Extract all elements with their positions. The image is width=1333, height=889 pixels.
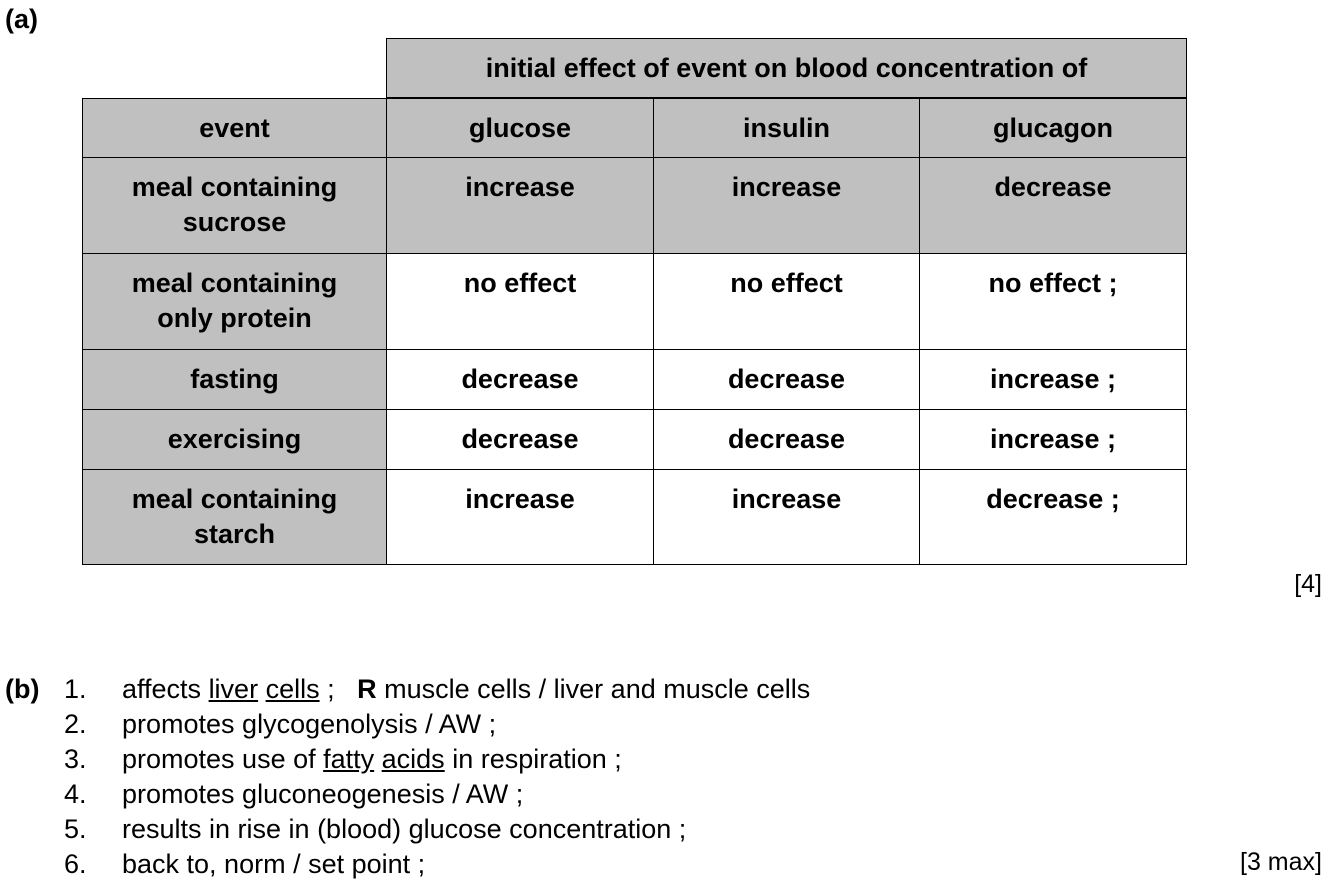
column-header-glucagon: glucagon bbox=[919, 98, 1187, 158]
part-b-marks: [3 max] bbox=[1240, 848, 1322, 876]
answer-number: 2. bbox=[64, 709, 87, 739]
table-cell-insulin: increase bbox=[653, 157, 920, 254]
column-header-insulin: insulin bbox=[653, 98, 920, 158]
table-cell-insulin: decrease bbox=[653, 349, 920, 410]
answer-number: 6. bbox=[64, 849, 87, 879]
table-cell-glucagon: increase ; bbox=[919, 349, 1187, 410]
table-cell-glucagon: no effect ; bbox=[919, 253, 1187, 350]
table-row-event: meal containing only protein bbox=[82, 253, 387, 350]
answer-text: back to, norm / set point ; bbox=[122, 849, 426, 879]
table-cell-glucagon: decrease ; bbox=[919, 469, 1187, 565]
answer-number: 3. bbox=[64, 744, 87, 774]
answer-number: 4. bbox=[64, 779, 87, 809]
table-cell-glucose: no effect bbox=[386, 253, 654, 350]
answer-number: 5. bbox=[64, 814, 87, 844]
event-line: meal containing bbox=[131, 172, 338, 202]
column-header-glucose: glucose bbox=[386, 98, 654, 158]
table-row-event: meal containing sucrose bbox=[82, 157, 387, 254]
table-cell-insulin: increase bbox=[653, 469, 920, 565]
table-group-header: initial effect of event on blood concent… bbox=[386, 38, 1187, 98]
table-row-event: fasting bbox=[82, 349, 387, 410]
table-cell-insulin: decrease bbox=[653, 409, 920, 470]
event-line: meal containing bbox=[131, 484, 338, 514]
column-header-event: event bbox=[82, 98, 387, 158]
event-line: starch bbox=[193, 519, 276, 549]
event-line: meal containing bbox=[131, 268, 338, 298]
table-cell-glucose: decrease bbox=[386, 409, 654, 470]
answer-text: promotes use of fatty acids in respirati… bbox=[122, 744, 622, 774]
table-cell-glucagon: increase ; bbox=[919, 409, 1187, 470]
event-line: sucrose bbox=[182, 207, 287, 237]
table-cell-glucose: decrease bbox=[386, 349, 654, 410]
answer-text: promotes glycogenolysis / AW ; bbox=[122, 709, 497, 739]
answer-text: affects liver cells ; R muscle cells / l… bbox=[122, 674, 811, 704]
table-row-event: meal containing starch bbox=[82, 469, 387, 565]
table-cell-insulin: no effect bbox=[653, 253, 920, 350]
part-b-label: (b) bbox=[5, 674, 40, 704]
part-a-marks: [4] bbox=[1294, 570, 1322, 598]
part-a-label: (a) bbox=[5, 4, 38, 34]
answer-text: promotes gluconeogenesis / AW ; bbox=[122, 779, 524, 809]
answer-number: 1. bbox=[64, 674, 87, 704]
table-cell-glucagon: decrease bbox=[919, 157, 1187, 254]
table-row-event: exercising bbox=[82, 409, 387, 470]
event-line: only protein bbox=[157, 303, 312, 333]
table-cell-glucose: increase bbox=[386, 469, 654, 565]
table-cell-glucose: increase bbox=[386, 157, 654, 254]
answer-text: results in rise in (blood) glucose conce… bbox=[122, 814, 687, 844]
